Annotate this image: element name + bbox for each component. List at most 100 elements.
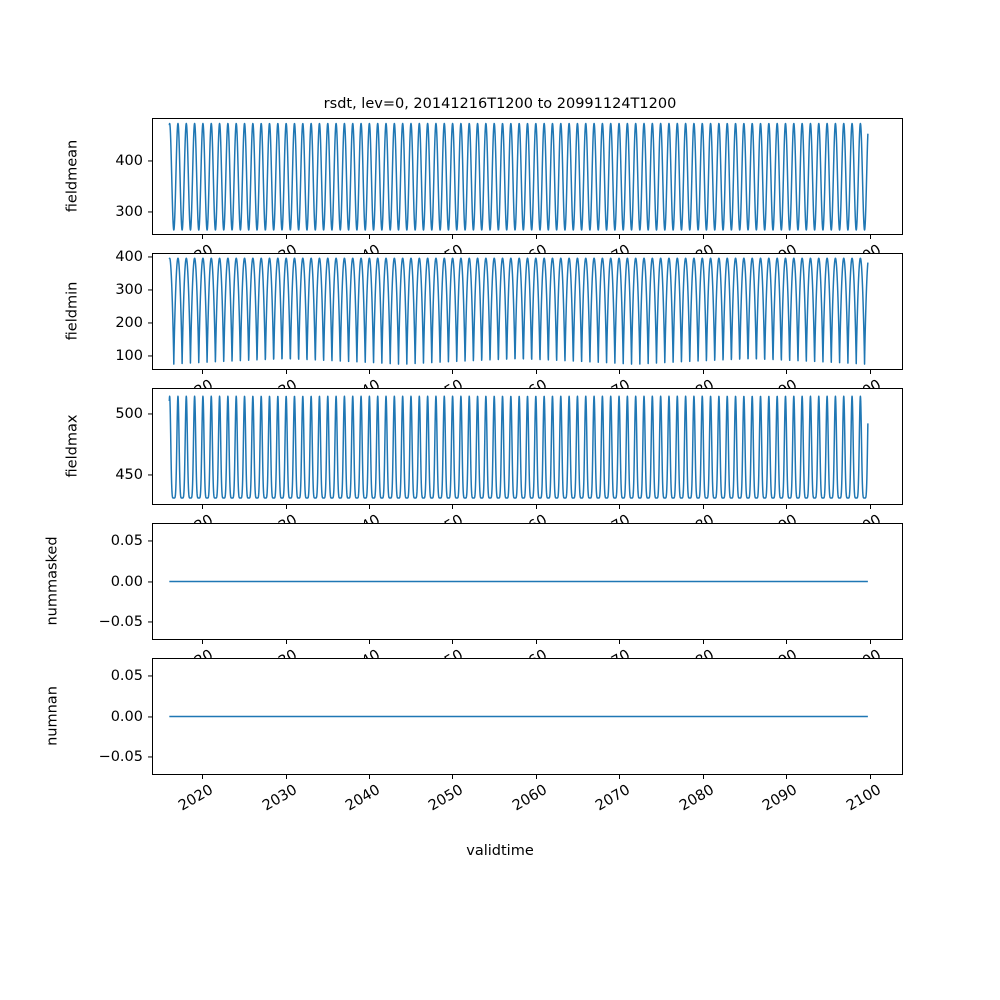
series-line-nummasked <box>168 580 869 583</box>
y-tick-label: −0.05 <box>98 614 143 631</box>
y-tick-mark <box>147 715 152 718</box>
x-tick-mark <box>702 640 704 645</box>
x-tick-mark <box>368 235 371 240</box>
x-tick-mark <box>452 370 454 375</box>
x-tick-mark <box>452 505 454 510</box>
x-tick-mark <box>285 235 287 240</box>
plot-area-fieldmin <box>152 253 903 370</box>
x-tick-mark <box>869 505 871 510</box>
y-tick-mark <box>147 355 152 357</box>
y-tick-mark <box>147 289 152 291</box>
x-tick-mark <box>702 370 704 375</box>
x-tick-mark <box>702 235 704 240</box>
x-tick-mark <box>535 640 537 645</box>
x-tick-label: 2020 <box>104 512 216 523</box>
series-line-fieldmin <box>168 257 869 365</box>
chart-title: rsdt, lev=0, 20141216T1200 to 20991124T1… <box>323 96 677 112</box>
y-tick-mark <box>147 413 152 415</box>
x-tick-mark <box>368 775 371 780</box>
y-tick-mark <box>147 322 152 324</box>
x-tick-mark <box>535 775 537 780</box>
x-tick-mark <box>368 505 371 510</box>
x-axis-label: validtime <box>466 843 534 859</box>
plot-area-fieldmax <box>152 388 903 505</box>
x-tick-mark <box>869 775 871 780</box>
x-tick-label: 2020 <box>104 647 216 658</box>
subplot-fieldmax <box>152 388 903 505</box>
series-line-fieldmax <box>168 395 869 499</box>
x-tick-mark <box>619 505 621 510</box>
y-tick-label: 300 <box>115 282 143 299</box>
x-tick-mark <box>285 640 287 645</box>
y-tick-label: 200 <box>115 315 143 332</box>
y-axis-label-fieldmean: fieldmean <box>64 139 80 212</box>
y-tick-mark <box>147 211 152 213</box>
x-tick-mark <box>786 640 788 645</box>
x-tick-mark <box>202 235 204 240</box>
x-tick-mark <box>786 235 788 240</box>
y-axis-label-fieldmax: fieldmax <box>64 414 80 477</box>
x-tick-mark <box>619 640 621 645</box>
x-tick-mark <box>202 370 204 375</box>
x-tick-mark <box>285 775 287 780</box>
x-tick-mark <box>202 505 204 510</box>
subplot-numnan <box>152 658 903 775</box>
x-tick-mark <box>619 775 621 780</box>
y-tick-mark <box>147 621 152 623</box>
x-tick-mark <box>619 235 621 240</box>
plot-area-fieldmean <box>152 118 903 235</box>
x-tick-mark <box>786 505 788 510</box>
x-tick-mark <box>535 505 537 510</box>
series-line-numnan <box>168 715 869 718</box>
y-tick-mark <box>147 473 152 476</box>
x-tick-mark <box>786 370 788 375</box>
x-tick-label: 2020 <box>104 377 216 388</box>
y-tick-label: 0.00 <box>110 573 143 590</box>
x-tick-mark <box>202 640 204 645</box>
y-tick-mark <box>147 580 152 583</box>
x-tick-mark <box>535 235 537 240</box>
x-tick-mark <box>285 505 287 510</box>
x-tick-mark <box>869 370 871 375</box>
y-tick-label: 0.00 <box>110 708 143 725</box>
plot-area-nummasked <box>152 523 903 640</box>
x-tick-mark <box>869 640 871 645</box>
x-tick-mark <box>702 505 704 510</box>
x-tick-mark <box>368 370 371 375</box>
y-tick-label: 450 <box>115 466 143 483</box>
x-tick-mark <box>452 775 454 780</box>
y-tick-mark <box>147 756 152 758</box>
x-tick-mark <box>368 640 371 645</box>
y-tick-label: 500 <box>115 405 143 422</box>
x-tick-mark <box>202 775 204 780</box>
y-axis-label-numnan: numnan <box>44 685 60 746</box>
x-tick-mark <box>702 775 704 780</box>
y-tick-label: 400 <box>115 248 143 265</box>
x-tick-mark <box>452 640 454 645</box>
x-tick-mark <box>285 370 287 375</box>
y-tick-mark <box>147 540 152 542</box>
x-tick-mark <box>869 235 871 240</box>
subplot-fieldmean <box>152 118 903 235</box>
x-tick-label: 2020 <box>176 782 217 815</box>
y-tick-label: 300 <box>115 204 143 221</box>
x-tick-mark <box>535 370 537 375</box>
y-tick-label: 100 <box>115 348 143 365</box>
y-tick-label: 400 <box>115 153 143 170</box>
y-axis-label-fieldmin: fieldmin <box>64 281 80 340</box>
x-tick-mark <box>619 370 621 375</box>
y-tick-label: −0.05 <box>98 749 143 766</box>
y-tick-label: 0.05 <box>110 532 143 549</box>
y-tick-label: 0.05 <box>110 667 143 684</box>
y-axis-label-nummasked: nummasked <box>44 535 60 626</box>
series-line-fieldmean <box>168 122 869 231</box>
x-tick-mark <box>786 775 788 780</box>
x-tick-mark <box>452 235 454 240</box>
subplot-fieldmin <box>152 253 903 370</box>
